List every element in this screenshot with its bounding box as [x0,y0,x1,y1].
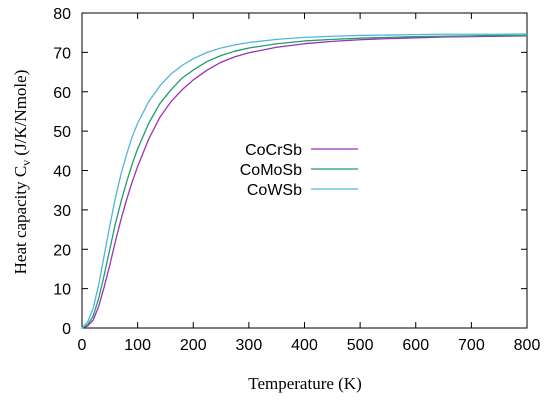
y-tick-label: 20 [53,242,71,259]
y-axis-title-subscript: v [19,160,33,166]
x-tick-label: 300 [236,337,263,354]
x-tick-label: 0 [78,337,87,354]
series-line-cowsb [81,33,528,329]
legend-label: CoWSb [247,182,302,199]
y-tick-label: 30 [53,203,71,220]
x-tick-label: 200 [180,337,207,354]
y-tick-label: 50 [53,124,71,141]
y-tick-label: 40 [53,164,71,181]
series-line-cocrsb [81,35,528,329]
x-tick-label: 100 [124,337,151,354]
series [81,33,528,329]
y-axis-title-main: Heat capacity C [11,166,30,275]
plot-border [81,12,528,329]
y-tick-label: 60 [53,85,71,102]
legend: CoCrSb CoMoSb CoWSb [240,142,358,199]
series-line-comosb [81,34,527,329]
y-tick-label: 10 [53,282,71,299]
y-tick-label: 70 [53,45,71,62]
x-tick-label: 600 [402,337,429,354]
legend-label: CoCrSb [245,142,302,159]
plot-frame [81,12,528,329]
y-axis-title: Heat capacity Cv (J/K/Nmole) [11,70,33,275]
x-tick-label: 400 [291,337,318,354]
ticks: 0 100 200 300 400 500 600 700 800 0 10 20 30 40 50 60 70… [53,6,540,354]
x-axis-title: Temperature (K) [248,374,362,393]
y-tick-label: 80 [53,6,71,23]
x-tick-label: 800 [514,337,541,354]
x-tick-label: 700 [458,337,485,354]
y-axis-title-units: (J/K/Nmole) [11,70,30,160]
x-tick-label: 500 [347,337,374,354]
y-tick-label: 0 [62,321,71,338]
legend-label: CoMoSb [240,162,302,179]
